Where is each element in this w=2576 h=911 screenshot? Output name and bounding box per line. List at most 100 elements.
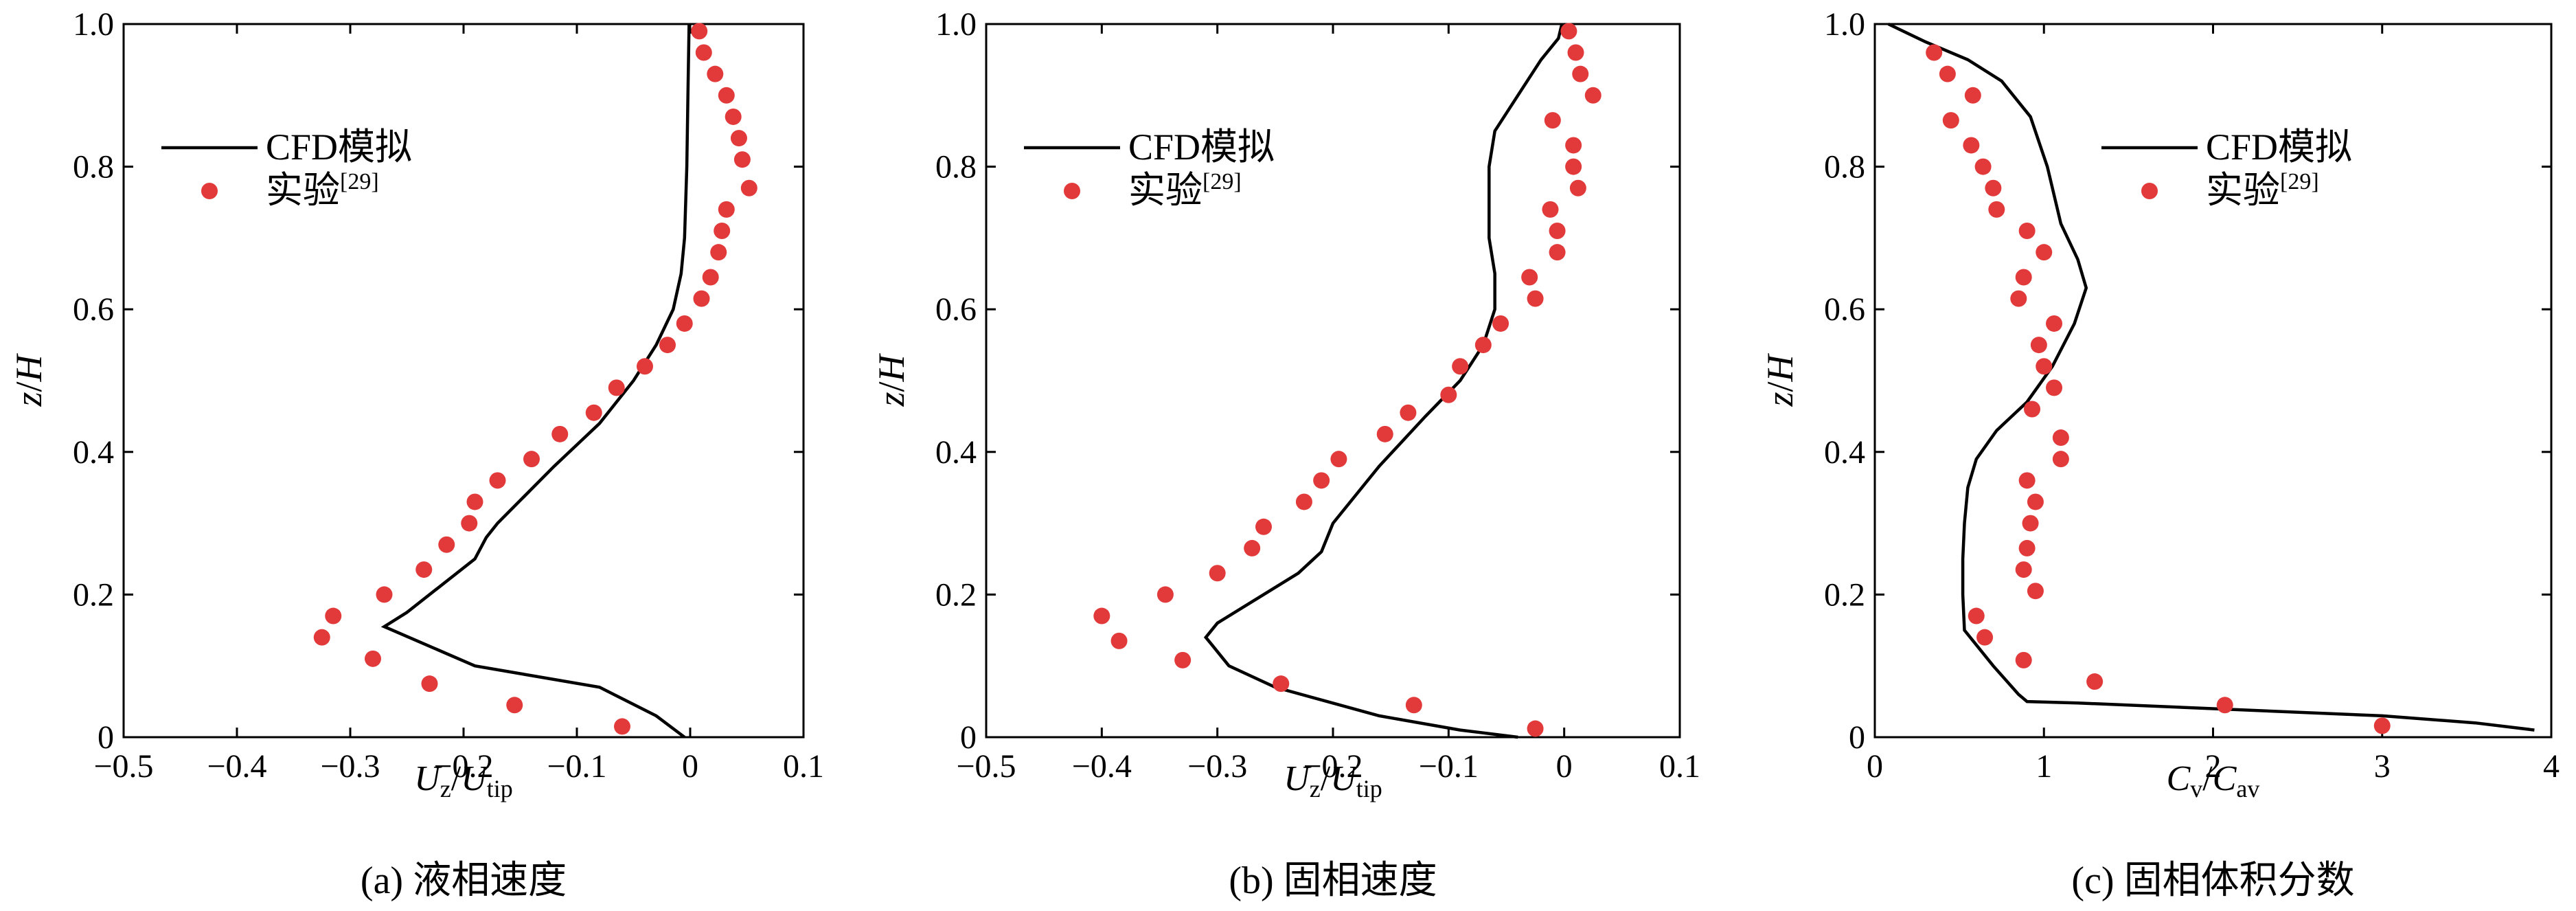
data-point [702,269,719,286]
data-point [1926,44,1943,61]
data-point [691,23,708,40]
data-point [1544,112,1561,129]
data-point [461,515,478,532]
data-point [1527,290,1544,307]
data-point [2018,539,2036,556]
x-tick-label: 0 [1867,748,1883,785]
data-point [2027,493,2044,510]
x-axis-label: Cv/Cav [2167,759,2260,802]
data-point [1964,87,1981,104]
chart-panel-1: −0.5 −0.4 −0.3 −0.2 −0.1 0 0.1 0 0.2 0.4 0.6 0.8 1.0… [8,6,824,902]
data-point [1572,65,1589,82]
y-axis-label: z/H [1759,352,1801,407]
y-tick-label: 0 [1849,719,1865,756]
legend-dot-label: 实验[29] [1128,169,1242,211]
data-point [2373,717,2391,734]
legend-dot-swatch [201,183,218,199]
data-point [1963,137,1980,154]
x-tick-label: −0.5 [956,748,1016,785]
data-point [1521,269,1538,286]
legend-dot-label: 实验[29] [266,169,379,211]
y-tick-label: 1.0 [73,6,114,43]
x-tick-label: 1 [2036,748,2052,785]
data-point [1988,201,2005,218]
data-point [2030,337,2047,354]
data-point [695,44,712,61]
data-point [1584,87,1602,104]
y-tick-label: 0.4 [1824,434,1865,471]
y-tick-label: 0.4 [73,434,114,471]
legend-line-label: CFD模拟 [1128,126,1275,168]
data-point [693,290,710,307]
data-point [1942,112,1959,129]
data-point [714,223,731,240]
data-point [1549,244,1566,261]
y-tick-label: 0.8 [1824,149,1865,185]
data-point [2024,401,2041,418]
data-point [1273,675,1290,693]
data-point [1565,137,1582,154]
data-point [365,650,381,667]
data-point [2015,651,2032,668]
data-point [730,130,747,147]
y-tick-label: 0.2 [1824,576,1865,613]
data-point [1542,201,1559,218]
y-tick-label: 1.0 [1824,6,1865,43]
data-point [325,607,342,625]
data-point [1567,44,1584,61]
data-point [1549,223,1566,240]
x-axis-label: Uz/Utip [414,759,513,802]
data-point [1976,629,1994,646]
y-tick-label: 0.4 [935,434,977,471]
y-tick-label: 0.8 [73,149,114,185]
data-point [1492,315,1509,332]
data-point [1565,158,1582,175]
data-point [415,561,433,578]
y-tick-label: 0.6 [73,291,114,328]
chart-panel-3: 0 1 2 3 4 0 0.2 0.4 0.6 0.8 1.0 Cv/Cav z/H (c) 固相体积分数… [1759,6,2560,902]
y-tick-label: 0.6 [935,291,977,328]
plot-frame [122,23,805,739]
panel-caption: (a) 液相速度 [361,859,567,902]
chart-panel-2: −0.5 −0.4 −0.3 −0.2 −0.1 0 0.1 0 0.2 0.4 0.6 0.8 1.0… [871,6,1700,902]
data-point [2015,561,2032,578]
data-point [1376,425,1393,442]
x-tick-label: 3 [2374,748,2391,785]
data-point [614,718,630,735]
data-point [1560,23,1577,40]
x-tick-label: −0.4 [207,748,266,785]
y-tick-label: 1.0 [935,6,977,43]
x-tick-label: −0.2 [433,748,493,785]
y-tick-label: 0.8 [935,149,977,185]
data-point [1174,651,1192,668]
x-tick-label: −0.3 [1187,748,1247,785]
data-point [1440,386,1457,403]
data-point [1295,493,1312,510]
data-point [659,337,676,354]
data-point [2022,515,2039,532]
x-tick-label: −0.2 [1303,748,1363,785]
data-point [1313,472,1330,489]
data-point [1400,404,1417,421]
data-point [725,108,742,125]
legend-line-label: CFD模拟 [2206,126,2352,168]
data-point [1209,565,1226,582]
data-point [506,697,523,714]
x-tick-label: −0.1 [547,748,606,785]
data-point [376,586,393,603]
data-point [466,493,483,510]
data-point [1985,179,2002,196]
data-point [2052,451,2069,468]
data-point [2018,223,2036,240]
data-point [676,315,693,332]
data-point [1405,697,1422,714]
data-point [718,201,735,218]
x-tick-label: 0.1 [1659,748,1700,785]
legend-dot-swatch [1064,183,1080,199]
cfd-line [380,23,691,739]
data-point [2010,290,2027,307]
data-point [710,244,727,261]
